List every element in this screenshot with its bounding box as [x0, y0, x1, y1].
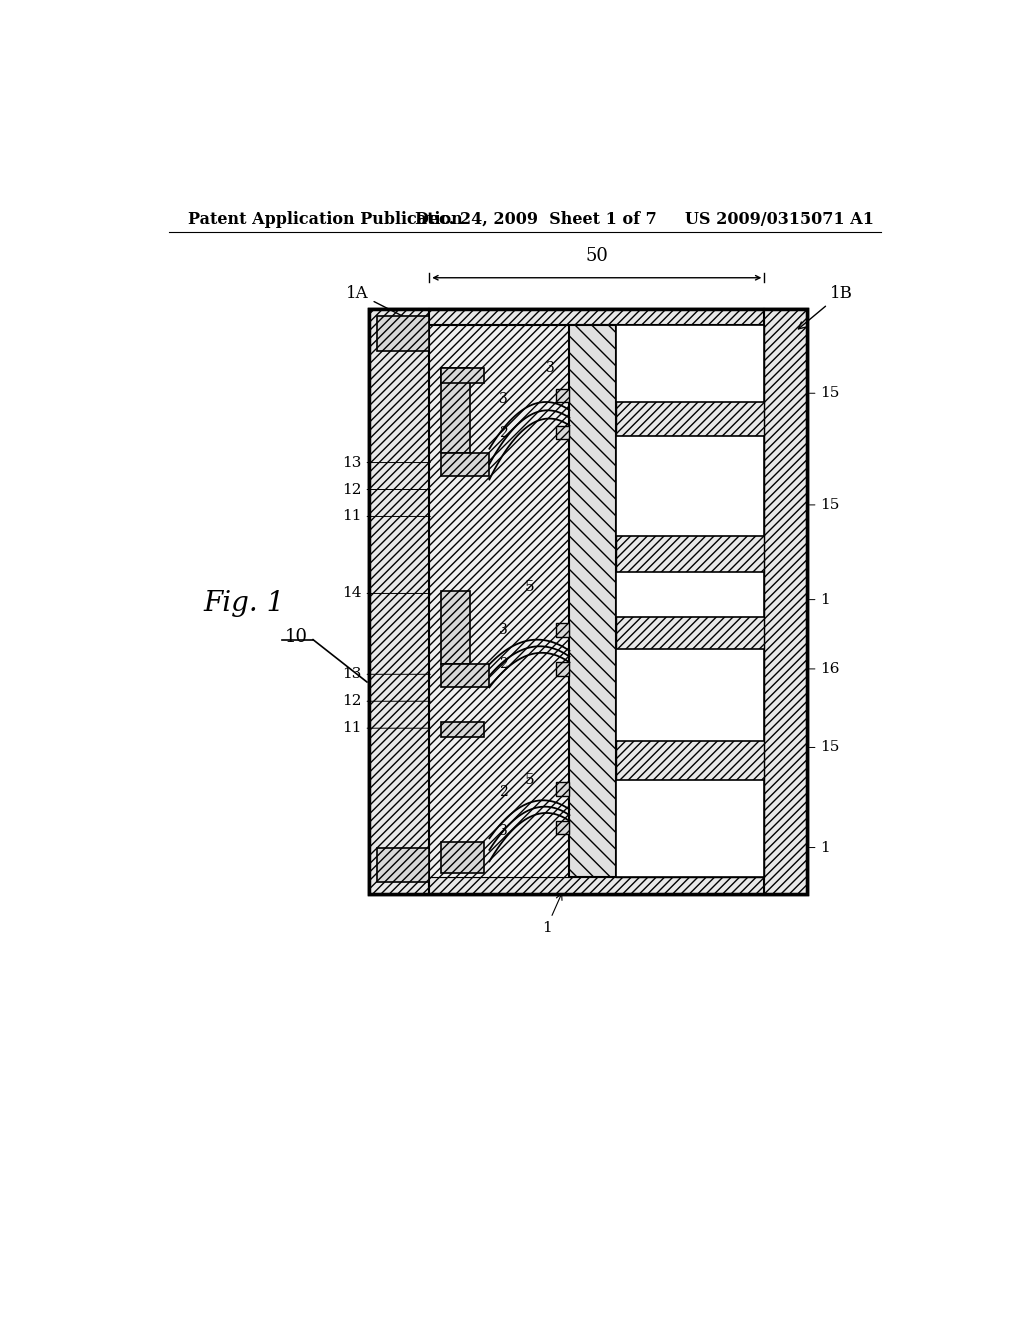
Text: 4: 4 [685, 479, 695, 492]
Text: 1: 1 [542, 894, 562, 935]
Text: 1B: 1B [799, 285, 853, 329]
Bar [370, 309, 429, 894]
Text: 3: 3 [499, 824, 507, 838]
Bar [370, 309, 807, 894]
Text: 1: 1 [809, 841, 830, 854]
Bar [764, 309, 807, 894]
Bar [441, 722, 484, 738]
Text: 11: 11 [342, 510, 430, 524]
Bar [615, 436, 764, 536]
Text: 15: 15 [809, 387, 840, 400]
Text: 12: 12 [342, 694, 430, 709]
Bar [556, 623, 569, 638]
Text: 1: 1 [809, 593, 830, 607]
Text: 1A: 1A [346, 285, 429, 330]
Bar [615, 326, 764, 876]
Bar [441, 368, 470, 453]
Text: 13: 13 [342, 455, 430, 470]
Bar [370, 309, 807, 894]
Text: 12: 12 [342, 483, 430, 496]
Text: US 2009/0315071 A1: US 2009/0315071 A1 [685, 211, 873, 228]
Text: 5: 5 [524, 772, 535, 787]
Text: 3: 3 [499, 392, 507, 405]
Bar [429, 309, 764, 326]
Text: 5: 5 [524, 581, 535, 594]
Text: 15: 15 [809, 498, 840, 512]
Bar [441, 453, 489, 475]
Bar [615, 572, 764, 616]
Bar [429, 326, 569, 876]
Bar [615, 780, 764, 876]
Bar [556, 663, 569, 676]
Text: Dec. 24, 2009  Sheet 1 of 7: Dec. 24, 2009 Sheet 1 of 7 [416, 211, 657, 228]
Text: 3: 3 [546, 360, 555, 375]
Bar [441, 842, 484, 873]
Text: 13: 13 [342, 668, 430, 681]
Text: 3: 3 [499, 623, 507, 636]
Bar [377, 847, 429, 882]
Text: 50: 50 [586, 247, 608, 265]
Bar [441, 664, 489, 688]
Text: 2: 2 [499, 785, 507, 799]
Text: 16: 16 [809, 661, 840, 676]
Text: 2: 2 [499, 657, 507, 672]
Bar [429, 876, 764, 894]
Text: 4: 4 [685, 688, 695, 702]
Text: 14: 14 [342, 586, 430, 601]
Bar [441, 368, 484, 383]
Bar [556, 781, 569, 796]
Bar [556, 821, 569, 834]
Text: Fig. 1: Fig. 1 [204, 590, 285, 616]
Bar [569, 326, 615, 876]
Text: 10: 10 [285, 628, 307, 645]
Bar [556, 388, 569, 403]
Text: 11: 11 [342, 721, 430, 735]
Bar [615, 326, 764, 403]
Text: Patent Application Publication: Patent Application Publication [188, 211, 463, 228]
Text: 15: 15 [809, 741, 840, 755]
Bar [615, 649, 764, 742]
Bar [377, 317, 429, 351]
Bar [441, 591, 470, 664]
Bar [556, 425, 569, 440]
Text: 2: 2 [499, 426, 507, 441]
Bar [429, 326, 764, 876]
